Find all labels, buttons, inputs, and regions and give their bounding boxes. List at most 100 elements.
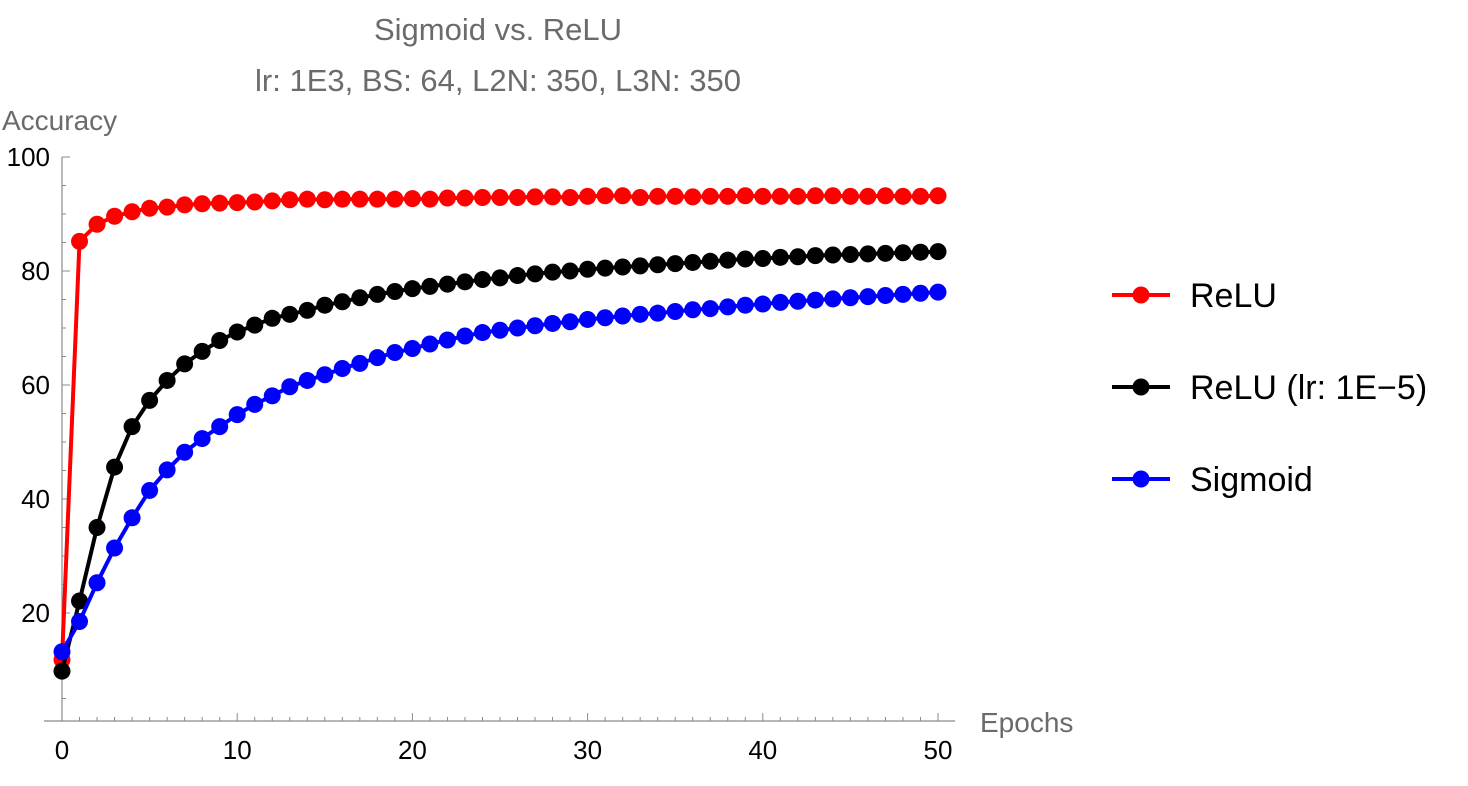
data-point bbox=[228, 194, 246, 212]
data-point bbox=[386, 344, 404, 362]
data-point bbox=[649, 187, 667, 205]
data-point bbox=[894, 285, 912, 303]
data-point bbox=[123, 418, 141, 436]
data-point bbox=[929, 187, 947, 205]
data-point bbox=[561, 313, 579, 331]
data-point bbox=[544, 263, 562, 281]
data-point bbox=[876, 244, 894, 262]
data-point bbox=[701, 187, 719, 205]
data-point bbox=[719, 298, 737, 316]
data-point bbox=[158, 371, 176, 389]
data-point bbox=[88, 215, 106, 233]
data-point bbox=[929, 243, 947, 261]
data-point bbox=[859, 187, 877, 205]
data-point bbox=[614, 307, 632, 325]
data-point bbox=[71, 232, 89, 250]
y-axis-label: Accuracy bbox=[2, 105, 117, 136]
data-point bbox=[684, 188, 702, 206]
data-point bbox=[561, 262, 579, 280]
data-point bbox=[438, 331, 456, 349]
data-point bbox=[771, 293, 789, 311]
data-point bbox=[176, 443, 194, 461]
data-point bbox=[193, 430, 211, 448]
data-point bbox=[473, 188, 491, 206]
data-point bbox=[806, 291, 824, 309]
data-point bbox=[754, 295, 772, 313]
x-tick-label: 50 bbox=[924, 735, 953, 765]
y-tick-label: 80 bbox=[21, 256, 50, 286]
data-point bbox=[824, 187, 842, 205]
data-point bbox=[298, 371, 316, 389]
data-point bbox=[876, 187, 894, 205]
data-point bbox=[88, 574, 106, 592]
data-point bbox=[596, 309, 614, 327]
data-point bbox=[88, 519, 106, 536]
data-point bbox=[736, 296, 754, 314]
legend-swatch-marker bbox=[1132, 286, 1150, 304]
data-point bbox=[351, 289, 369, 307]
data-point bbox=[666, 255, 684, 273]
legend: ReLU ReLU (lr: 1E−5) Sigmoid bbox=[1112, 277, 1427, 499]
data-point bbox=[106, 539, 124, 557]
data-point bbox=[298, 301, 316, 319]
data-point bbox=[631, 305, 649, 323]
series-1 bbox=[53, 243, 947, 680]
data-point bbox=[333, 359, 351, 377]
data-point bbox=[736, 187, 754, 205]
data-point bbox=[53, 662, 71, 680]
data-point bbox=[596, 259, 614, 277]
data-point bbox=[473, 271, 491, 289]
data-point bbox=[736, 250, 754, 268]
data-point bbox=[579, 260, 597, 278]
series-2 bbox=[53, 283, 947, 661]
chart-subtitle: lr: 1E3, BS: 64, L2N: 350, L3N: 350 bbox=[255, 63, 741, 98]
data-point bbox=[824, 290, 842, 308]
data-point bbox=[281, 378, 299, 396]
data-point bbox=[614, 258, 632, 276]
data-point bbox=[403, 340, 421, 358]
data-point bbox=[579, 187, 597, 205]
data-point bbox=[298, 190, 316, 208]
data-point bbox=[491, 188, 509, 206]
data-point bbox=[141, 391, 159, 409]
data-point bbox=[386, 283, 404, 301]
data-point bbox=[824, 246, 842, 264]
data-point bbox=[71, 592, 89, 610]
data-point bbox=[263, 387, 281, 405]
data-point bbox=[211, 194, 229, 212]
data-point bbox=[228, 323, 246, 341]
data-point bbox=[246, 193, 264, 211]
data-point bbox=[666, 302, 684, 320]
data-point bbox=[789, 292, 807, 310]
data-point bbox=[421, 335, 439, 353]
data-point bbox=[403, 280, 421, 298]
data-point bbox=[614, 187, 632, 205]
data-point bbox=[771, 187, 789, 205]
data-point bbox=[859, 288, 877, 306]
data-point bbox=[123, 203, 141, 221]
legend-label: ReLU (lr: 1E−5) bbox=[1190, 369, 1427, 407]
y-tick-label: 60 bbox=[21, 370, 50, 400]
x-tick-label: 40 bbox=[748, 735, 777, 765]
legend-label: Sigmoid bbox=[1190, 461, 1313, 499]
data-point bbox=[193, 342, 211, 360]
data-point bbox=[158, 461, 176, 479]
data-point bbox=[263, 309, 281, 327]
data-point bbox=[701, 252, 719, 270]
data-point bbox=[841, 187, 859, 205]
data-point bbox=[911, 284, 929, 302]
data-point bbox=[666, 187, 684, 205]
data-point bbox=[193, 195, 211, 213]
data-point bbox=[228, 406, 246, 424]
series-line bbox=[60, 193, 939, 660]
data-point bbox=[929, 283, 947, 301]
data-point bbox=[246, 316, 264, 334]
x-tick-label: 10 bbox=[223, 735, 252, 765]
data-point bbox=[106, 458, 124, 476]
data-point bbox=[316, 191, 334, 209]
data-point bbox=[316, 296, 334, 314]
data-point bbox=[491, 269, 509, 287]
data-point bbox=[509, 319, 527, 337]
axis-ticks: 0 10 20 30 40 50 20 40 60 80 100 bbox=[7, 142, 953, 765]
